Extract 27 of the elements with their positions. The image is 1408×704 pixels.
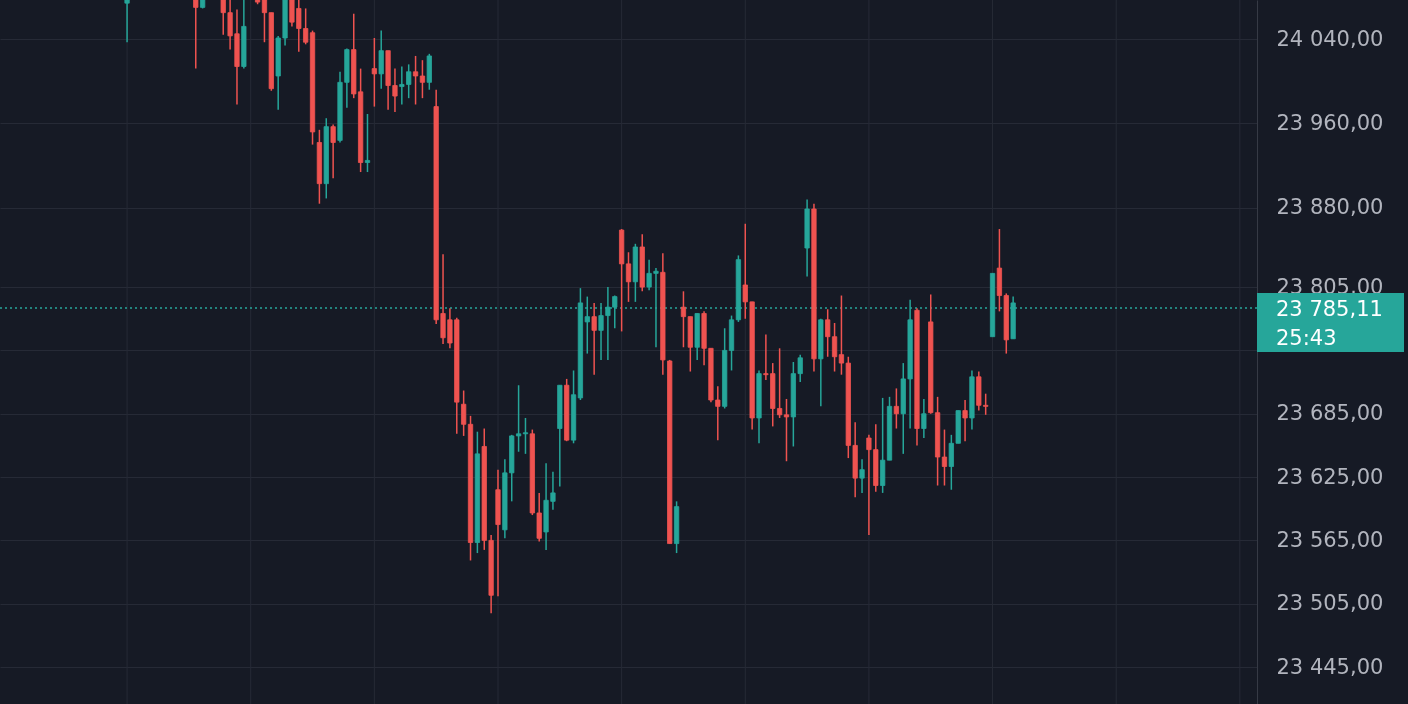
candlestick xyxy=(591,302,597,376)
y-tick-label: 24 040,00 xyxy=(1276,26,1384,51)
candlestick xyxy=(364,113,371,173)
y-tick-label: 23 685,00 xyxy=(1276,401,1384,426)
candlestick xyxy=(962,399,968,442)
candlestick xyxy=(461,389,467,437)
ref-line-label: 23 785,11 25:43 xyxy=(1276,297,1383,351)
candlestick xyxy=(371,37,377,108)
y-tick-label: 23 445,00 xyxy=(1276,654,1384,679)
candlestick xyxy=(941,428,948,487)
candlestick xyxy=(412,55,419,106)
candlestick xyxy=(124,0,130,43)
y-tick-label: 23 960,00 xyxy=(1276,110,1384,135)
y-tick-label: 23 565,00 xyxy=(1276,527,1384,552)
candlestick xyxy=(522,417,529,455)
candlestick xyxy=(419,59,426,99)
y-tick-label: 23 880,00 xyxy=(1276,195,1384,220)
y-tick-label: 23 505,00 xyxy=(1276,591,1384,616)
candlestick xyxy=(193,0,199,70)
candlestick xyxy=(625,251,632,303)
y-tick-label: 23 625,00 xyxy=(1276,464,1384,489)
candlestick xyxy=(330,123,336,180)
candlestick xyxy=(783,398,790,462)
candlestick xyxy=(859,458,865,494)
candlestick xyxy=(921,398,927,439)
candlestick xyxy=(378,29,384,90)
candlestick xyxy=(893,387,899,430)
